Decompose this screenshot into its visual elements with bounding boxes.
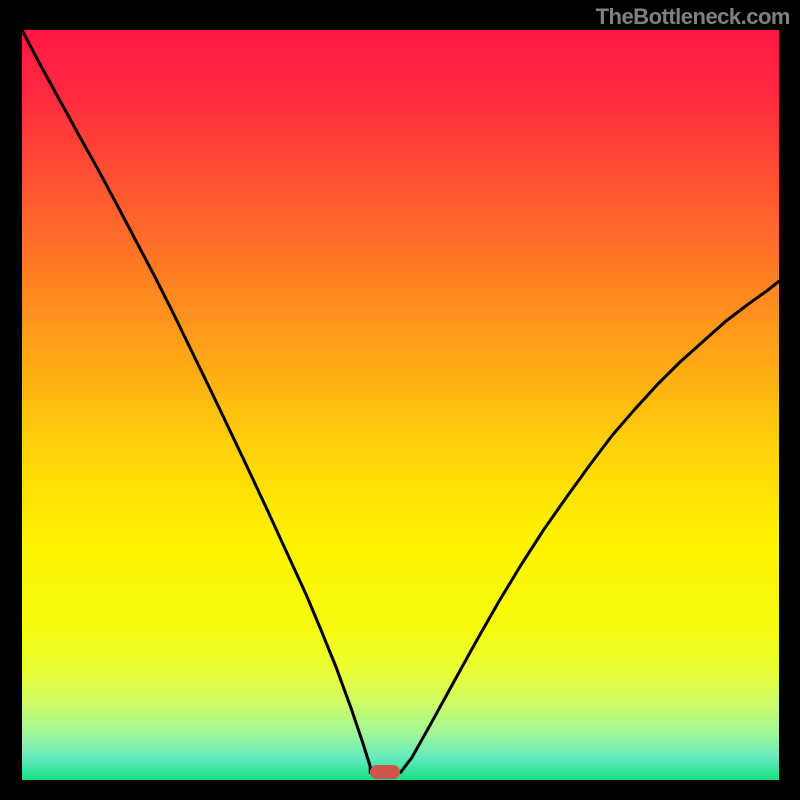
gradient-background [22, 30, 779, 780]
chart-canvas: TheBottleneck.com [0, 0, 800, 800]
optimal-marker [370, 765, 400, 779]
watermark-text: TheBottleneck.com [596, 4, 790, 30]
plot-area [22, 30, 779, 780]
